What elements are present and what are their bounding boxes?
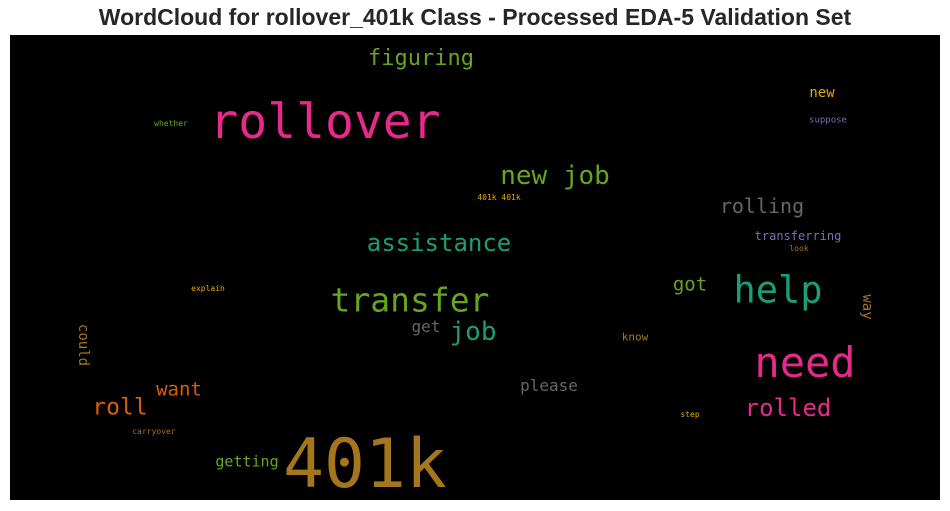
word-want: want: [156, 378, 202, 401]
word-new-job: new job: [500, 161, 610, 191]
word-new: new: [809, 85, 835, 101]
word-get: get: [411, 317, 441, 336]
word-transfer: transfer: [330, 280, 490, 320]
word-whether: whether: [154, 119, 188, 128]
word-suppose: suppose: [809, 115, 847, 126]
word-need: need: [754, 338, 856, 387]
wordcloud-canvas: rollover 401k need transfer help new job assis…: [10, 35, 940, 500]
word-got: got: [672, 273, 708, 296]
chart-title: WordCloud for rollover_401k Class - Proc…: [98, 4, 852, 30]
word-step: step: [680, 410, 700, 419]
word-explain: explain: [191, 284, 225, 293]
word-rolling: rolling: [719, 194, 805, 218]
word-transferring: transferring: [754, 229, 842, 243]
word-rolled: rolled: [744, 394, 832, 422]
word-rollover: rollover: [209, 94, 441, 150]
word-help: help: [733, 268, 823, 312]
word-carryover: carryover: [132, 427, 176, 436]
word-know: know: [621, 330, 649, 344]
word-assistance: assistance: [366, 229, 512, 257]
word-way: way: [859, 294, 875, 320]
word-please: please: [520, 376, 578, 395]
word-figuring: figuring: [368, 46, 474, 71]
word-look: look: [789, 244, 809, 253]
word-401k-401k: 401k 401k: [477, 193, 521, 202]
word-401k: 401k: [283, 425, 447, 500]
word-job: job: [449, 317, 497, 347]
word-roll: roll: [92, 394, 148, 421]
word-getting: getting: [215, 452, 279, 471]
word-could: could: [75, 323, 91, 367]
